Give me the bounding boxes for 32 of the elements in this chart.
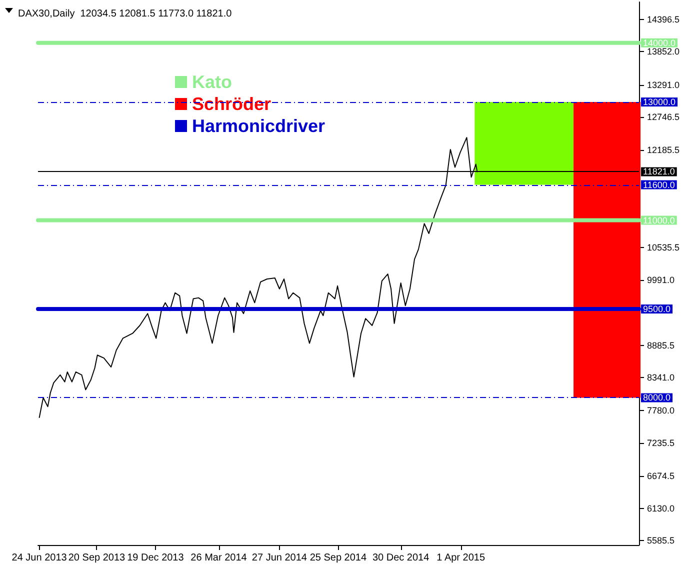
legend-label: Kato bbox=[192, 72, 232, 92]
y-tick-label: 14396.5 bbox=[647, 14, 680, 24]
legend-label: Harmonicdriver bbox=[192, 116, 326, 136]
x-tick-label: 19 Dec 2013 bbox=[127, 552, 184, 564]
ref-line-label: 13000.0 bbox=[643, 96, 676, 107]
ref-line-label: 11821.0 bbox=[643, 166, 675, 177]
y-tick-label: 13852.0 bbox=[647, 46, 680, 57]
y-tick-label: 12185.5 bbox=[647, 145, 680, 156]
y-tick-label: 7235.5 bbox=[647, 438, 675, 448]
x-tick-label: 25 Sep 2014 bbox=[310, 552, 367, 564]
x-tick-label: 20 Sep 2013 bbox=[68, 552, 126, 564]
x-tick-label: 1 Apr 2015 bbox=[436, 552, 486, 564]
ref-line-label: 8000.0 bbox=[643, 392, 671, 403]
x-tick-label: 30 Dec 2014 bbox=[372, 552, 430, 564]
y-tick-label: 13291.0 bbox=[647, 80, 680, 90]
x-tick-label: 27 Jun 2014 bbox=[252, 552, 308, 564]
y-tick-label: 5585.5 bbox=[647, 536, 675, 546]
data-label: 9500.0 bbox=[643, 304, 671, 314]
data-label: 14000.0 bbox=[643, 38, 676, 48]
text: DAX30,Daily 12034.5 12081.5 11773.0 11821.0 bbox=[18, 8, 232, 20]
y-tick-label: 6130.0 bbox=[647, 503, 675, 514]
x-tick-label: 24 Jun 2013 bbox=[12, 552, 68, 564]
y-tick-label: 8885.5 bbox=[647, 340, 675, 350]
data-label: 11000.0 bbox=[643, 215, 675, 226]
x-tick-label: 26 Mar 2014 bbox=[190, 552, 248, 564]
y-tick-label: 8341.0 bbox=[647, 372, 675, 383]
y-tick-label: 12746.5 bbox=[647, 112, 680, 122]
y-tick-label: 6674.5 bbox=[647, 471, 675, 482]
y-tick-label: 10535.5 bbox=[647, 242, 680, 253]
ref-line-label: 11600.0 bbox=[643, 180, 675, 190]
y-tick-label: 7780.0 bbox=[647, 406, 675, 416]
y-tick-label: 9991.0 bbox=[647, 274, 675, 285]
